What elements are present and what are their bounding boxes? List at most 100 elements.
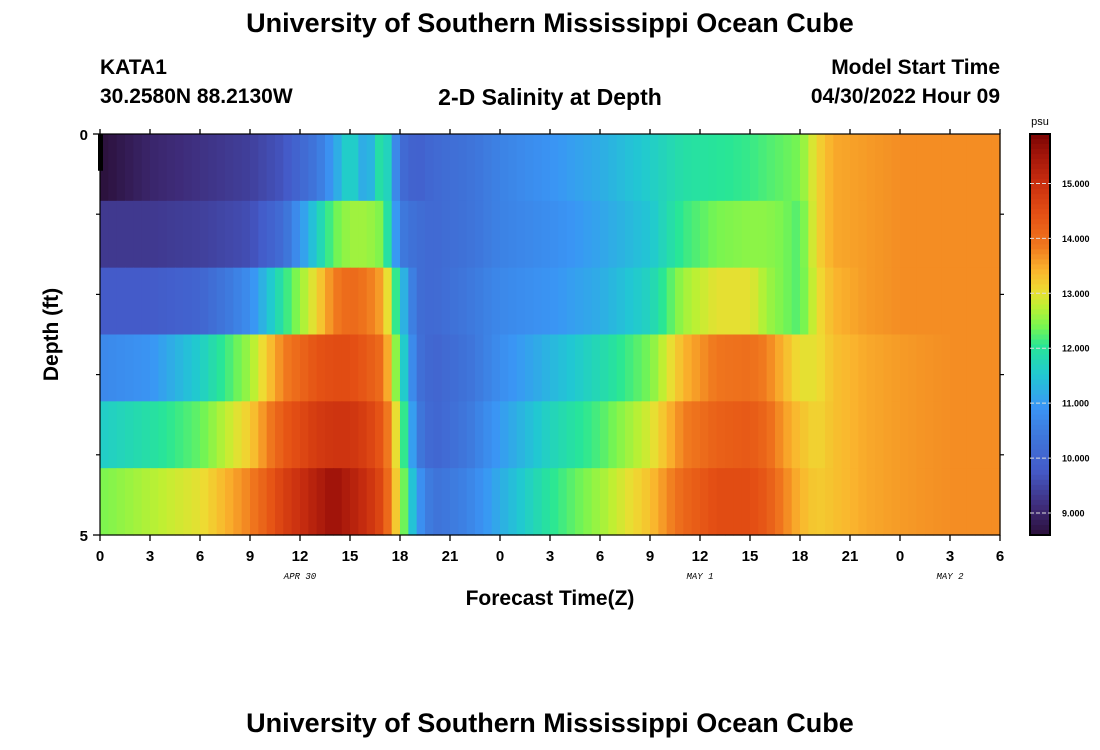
- colorbar-segment: [1030, 204, 1050, 210]
- heatmap-cell: [683, 401, 693, 469]
- heatmap-cell: [325, 401, 334, 469]
- heatmap-cell: [966, 267, 976, 336]
- heatmap-cell: [225, 134, 234, 202]
- heatmap-cell: [908, 468, 918, 536]
- heatmap-cell: [325, 267, 334, 336]
- heatmap-cell: [583, 267, 593, 336]
- heatmap-cell: [283, 267, 293, 336]
- colorbar-segment: [1030, 344, 1050, 351]
- heatmap-cell: [891, 468, 901, 536]
- heatmap-cell: [316, 334, 326, 402]
- x-tick-label: 6: [596, 548, 604, 565]
- heatmap-cell: [833, 134, 843, 202]
- colorbar-tick-label: 11.000: [1062, 399, 1089, 409]
- heatmap-cell: [475, 401, 484, 469]
- heatmap-cell: [733, 134, 743, 202]
- heatmap-cell: [300, 267, 309, 336]
- heatmap-cell: [883, 401, 893, 469]
- colorbar-segment: [1030, 434, 1050, 441]
- heatmap-cell: [283, 468, 293, 536]
- x-tick-label: 6: [196, 548, 204, 565]
- heatmap-cell: [141, 401, 151, 469]
- heatmap-cell: [341, 200, 351, 269]
- heatmap-cell: [408, 200, 418, 269]
- y-tick-label: 5: [80, 528, 88, 545]
- colorbar-segment: [1030, 309, 1050, 316]
- heatmap-cell: [225, 267, 234, 336]
- heatmap-cell: [916, 334, 926, 402]
- colorbar-segment: [1030, 209, 1050, 215]
- heatmap-cell: [966, 468, 976, 536]
- heatmap-cell: [475, 334, 484, 402]
- heatmap-cell: [858, 134, 868, 202]
- heatmap-cell: [791, 468, 801, 536]
- heatmap-cell: [108, 200, 118, 269]
- heatmap-cell: [125, 267, 134, 336]
- colorbar-segment: [1030, 459, 1050, 466]
- heatmap-cell: [125, 134, 134, 202]
- heatmap-cell: [591, 267, 601, 336]
- colorbar-segment: [1030, 314, 1050, 321]
- heatmap-cell: [216, 401, 226, 469]
- heatmap-cell: [841, 401, 851, 469]
- colorbar-segment: [1030, 169, 1050, 175]
- heatmap-cell: [166, 267, 176, 336]
- x-tick-label: 9: [246, 548, 254, 565]
- colorbar-segment: [1030, 529, 1050, 536]
- heatmap-cell: [708, 267, 718, 336]
- heatmap-cell: [658, 200, 668, 269]
- heatmap-cells: [98, 134, 1001, 536]
- heatmap-cell: [533, 134, 543, 202]
- heatmap-cell: [241, 134, 251, 202]
- heatmap-cell: [975, 334, 984, 402]
- heatmap-cell: [433, 267, 443, 336]
- heatmap-cell: [350, 200, 359, 269]
- colorbar-segment: [1030, 399, 1050, 406]
- heatmap-cell: [258, 200, 268, 269]
- colorbar-segment: [1030, 474, 1050, 481]
- heatmap-cell: [208, 468, 218, 536]
- heatmap-cell: [816, 468, 826, 536]
- heatmap-cell: [691, 401, 701, 469]
- heatmap-cell: [550, 401, 559, 469]
- heatmap-cell: [983, 267, 993, 336]
- heatmap-cell: [100, 401, 109, 469]
- heatmap-cell: [291, 200, 301, 269]
- heatmap-cell: [808, 334, 818, 402]
- heatmap-cell: [175, 334, 184, 402]
- heatmap-cell: [758, 334, 768, 402]
- heatmap-cell: [366, 267, 376, 336]
- heatmap-cell: [758, 134, 768, 202]
- heatmap-cell: [366, 134, 376, 202]
- heatmap-cell: [916, 267, 926, 336]
- heatmap-cell: [525, 200, 534, 269]
- colorbar-segment: [1030, 279, 1050, 285]
- heatmap-cell: [458, 200, 468, 269]
- chart-subtitle: 2-D Salinity at Depth: [438, 84, 662, 110]
- heatmap-cell: [900, 134, 909, 202]
- heatmap-cell: [583, 134, 593, 202]
- heatmap-cell: [941, 134, 951, 202]
- heatmap-cell: [400, 134, 409, 202]
- heatmap-cell: [650, 200, 659, 269]
- colorbar-segment: [1030, 384, 1050, 391]
- colorbar-segment: [1030, 189, 1050, 195]
- heatmap-cell: [866, 334, 876, 402]
- heatmap-cell: [125, 468, 134, 536]
- heatmap-cell: [525, 134, 534, 202]
- heatmap-cell: [316, 134, 326, 202]
- heatmap-cell: [608, 200, 618, 269]
- colorbar-segment: [1030, 359, 1050, 366]
- heatmap-cell: [533, 334, 543, 402]
- heatmap-cell: [425, 401, 434, 469]
- colorbar-segment: [1030, 484, 1050, 491]
- heatmap-cell: [650, 134, 659, 202]
- heatmap-cell: [525, 468, 534, 536]
- date-label: MAY 2: [936, 572, 964, 582]
- heatmap-cell: [516, 200, 526, 269]
- heatmap-cell: [116, 200, 126, 269]
- heatmap-cell: [450, 334, 459, 402]
- heatmap-cell: [675, 401, 684, 469]
- heatmap-cell: [341, 134, 351, 202]
- heatmap-cell: [791, 334, 801, 402]
